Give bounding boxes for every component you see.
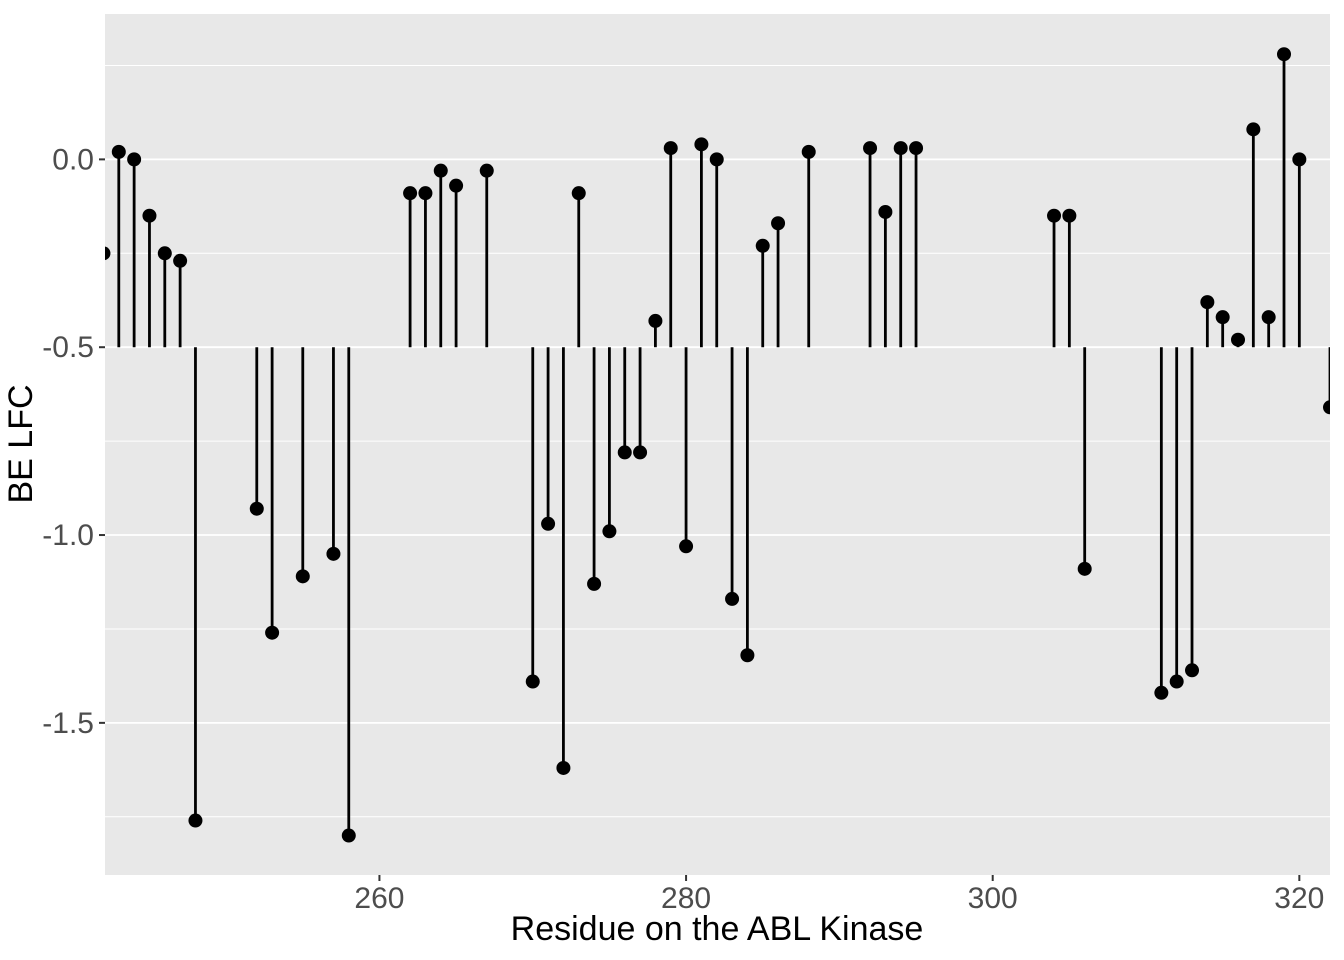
data-point <box>1261 310 1276 325</box>
data-point <box>1292 152 1307 167</box>
data-point <box>1231 332 1246 347</box>
lollipop-series <box>105 47 1330 843</box>
data-point <box>173 253 188 268</box>
x-tick-label: 260 <box>354 882 404 915</box>
panel-background <box>105 14 1330 875</box>
data-point <box>893 141 908 156</box>
data-point <box>587 576 602 591</box>
data-point <box>801 144 816 159</box>
data-point <box>679 539 694 554</box>
data-point <box>878 204 893 219</box>
data-point <box>1062 208 1077 223</box>
data-point <box>1185 663 1200 678</box>
data-point <box>602 524 617 539</box>
data-point <box>188 813 203 828</box>
data-point <box>663 141 678 156</box>
data-point <box>449 178 464 193</box>
y-axis-title: BE LFC <box>2 384 40 503</box>
data-point <box>1154 685 1169 700</box>
data-point <box>295 569 310 584</box>
data-point <box>617 445 632 460</box>
x-tick-label: 280 <box>661 882 711 915</box>
data-point <box>111 144 126 159</box>
data-point <box>1047 208 1062 223</box>
data-point <box>326 546 341 561</box>
data-point <box>418 186 433 201</box>
data-point <box>755 238 770 253</box>
data-point <box>633 445 648 460</box>
data-point <box>740 648 755 663</box>
y-tick-label: 0.0 <box>52 143 94 176</box>
data-point <box>1200 295 1215 310</box>
data-point <box>1277 47 1292 62</box>
y-tick-label: -0.5 <box>42 331 94 364</box>
data-point <box>541 516 556 531</box>
data-point <box>127 152 142 167</box>
data-point <box>403 186 418 201</box>
x-tick-label: 320 <box>1274 882 1324 915</box>
data-point <box>863 141 878 156</box>
data-point <box>1169 674 1184 689</box>
data-point <box>648 313 663 328</box>
data-point <box>265 625 280 640</box>
data-point <box>709 152 724 167</box>
x-tick-label: 300 <box>968 882 1018 915</box>
data-point <box>105 246 111 261</box>
data-point <box>341 828 356 843</box>
data-point <box>771 216 786 231</box>
data-point <box>479 163 494 178</box>
x-axis-title: Residue on the ABL Kinase <box>511 910 924 948</box>
data-point <box>1215 310 1230 325</box>
data-point <box>1323 400 1330 415</box>
data-point <box>157 246 172 261</box>
data-point <box>433 163 448 178</box>
data-point <box>571 186 586 201</box>
data-point <box>556 760 571 775</box>
data-point <box>725 591 740 606</box>
data-point <box>142 208 157 223</box>
data-point <box>1246 122 1261 137</box>
y-tick-label: -1.5 <box>42 707 94 740</box>
y-tick-label: -1.0 <box>42 519 94 552</box>
plot-panel <box>105 14 1330 875</box>
data-point <box>909 141 924 156</box>
data-point <box>1077 561 1092 576</box>
data-point <box>249 501 264 516</box>
data-point <box>525 674 540 689</box>
data-point <box>694 137 709 152</box>
axes: 260 280 300 320 0.0 -0.5 -1.0 -1.5 <box>42 143 1324 915</box>
